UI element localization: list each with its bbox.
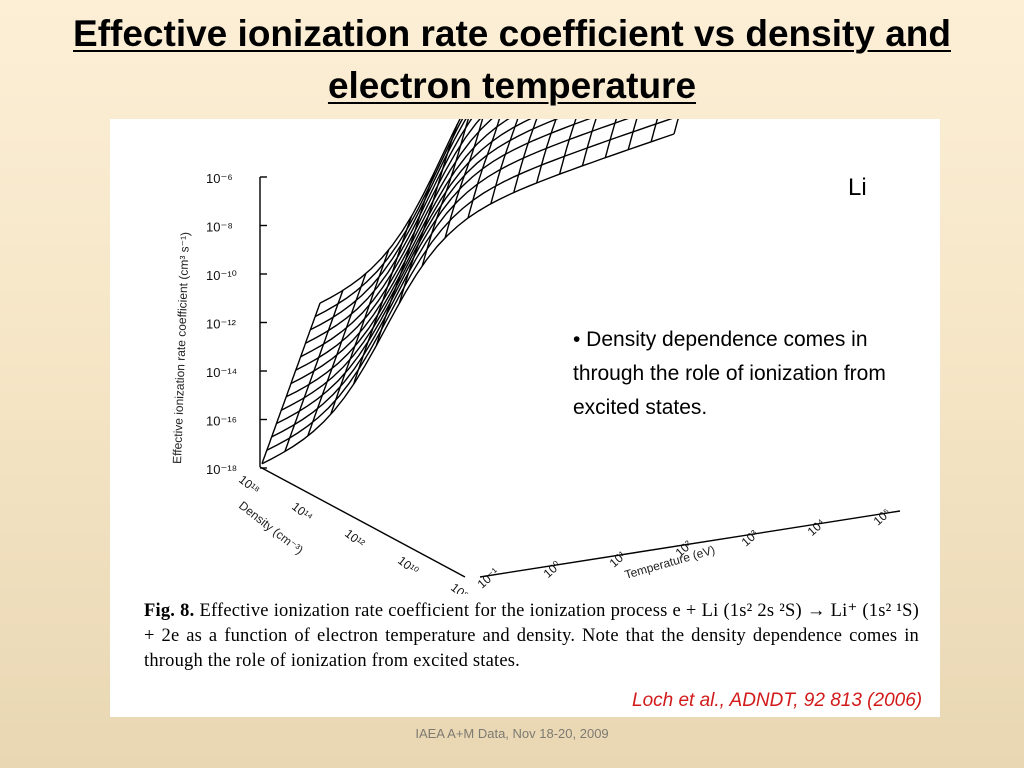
temperature-tick-label: 10⁴ (805, 516, 828, 539)
mesh-temperature-line (421, 119, 469, 267)
figure-caption: Fig. 8. Effective ionization rate coeffi… (144, 599, 919, 674)
density-tick-label: 10¹⁸ (236, 472, 262, 497)
mesh-temperature-line (581, 119, 597, 166)
z-tick-label: 10⁻¹⁸ (206, 462, 237, 477)
z-axis-label: Effective ionization rate coefficient (c… (170, 232, 192, 464)
mesh-temperature-line (375, 171, 436, 346)
temperature-tick-label: 10⁰ (541, 558, 564, 581)
z-tick-label: 10⁻⁸ (206, 220, 233, 235)
mesh-temperature-line (352, 215, 413, 385)
temperature-tick-label: 10³ (739, 527, 761, 549)
mesh-temperature-line (673, 119, 679, 135)
surface-mesh (261, 119, 679, 465)
density-tick-label: 10¹⁰ (395, 553, 421, 578)
temperature-tick-label: 10⁵ (871, 506, 894, 529)
mesh-density-line (319, 119, 461, 304)
temperature-axis-line (479, 510, 901, 578)
mesh-temperature-line (444, 119, 484, 238)
plot-axes (259, 176, 901, 578)
mesh-temperature-line (330, 249, 390, 415)
mesh-temperature-line (284, 290, 344, 452)
temperature-axis-ticks: 10⁻¹ 10⁰ 10¹ 10² 10³ 10⁴ 10⁵ (475, 506, 894, 592)
slide-title-text: Effective ionization rate coefficient vs… (73, 13, 951, 106)
mesh-temperature-line (467, 119, 501, 219)
slide-title: Effective ionization rate coefficient vs… (20, 8, 1004, 112)
figure-panel: 10⁻⁶ 10⁻⁸ 10⁻¹⁰ 10⁻¹² 10⁻¹⁴ 10⁻¹⁶ 10⁻¹⁸ 10¹⁸ 10… (110, 119, 940, 717)
element-label: Li (848, 174, 867, 201)
temperature-axis-label: Temperature (eV) (623, 543, 717, 582)
mesh-temperature-line (261, 302, 321, 464)
footer: IAEA A+M Data, Nov 18-20, 2009 (415, 726, 609, 741)
density-tick-label: 10¹⁴ (289, 499, 315, 524)
density-tick-label: 10⁸ (448, 580, 471, 594)
mesh-temperature-line (536, 119, 557, 184)
temperature-tick-label: 10⁻¹ (475, 565, 502, 591)
z-tick-label: 10⁻¹⁶ (206, 414, 237, 429)
mesh-temperature-line (513, 119, 538, 193)
mesh-temperature-line (398, 123, 458, 304)
z-axis-ticks: 10⁻⁶ 10⁻⁸ 10⁻¹⁰ 10⁻¹² 10⁻¹⁴ 10⁻¹⁶ 10⁻¹⁸ (206, 171, 237, 477)
mesh-temperature-line (490, 119, 519, 204)
density-note: • Density dependence comes in through th… (573, 328, 886, 419)
caption-text: Effective ionization rate coefficient fo… (144, 601, 919, 671)
density-tick-label: 10¹² (342, 526, 367, 550)
citation: Loch et al., ADNDT, 92 813 (2006) (632, 690, 923, 711)
z-tick-label: 10⁻⁶ (206, 171, 233, 186)
z-tick-label: 10⁻¹² (206, 317, 237, 332)
mesh-temperature-line (604, 119, 617, 158)
z-tick-label: 10⁻¹⁴ (206, 365, 237, 380)
mesh-temperature-line (307, 273, 367, 437)
z-tick-label: 10⁻¹⁰ (206, 268, 237, 283)
density-axis-line (259, 466, 466, 578)
mesh-temperature-line (558, 119, 577, 175)
caption-fig-label: Fig. 8. (144, 601, 195, 621)
